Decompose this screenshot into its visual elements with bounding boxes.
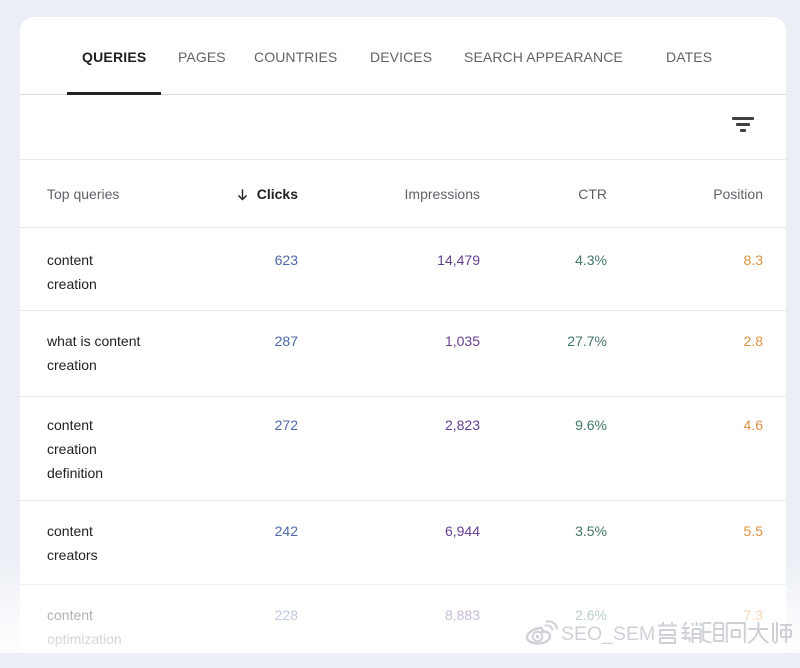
svg-text:SEO_SEM: SEO_SEM	[561, 623, 655, 645]
